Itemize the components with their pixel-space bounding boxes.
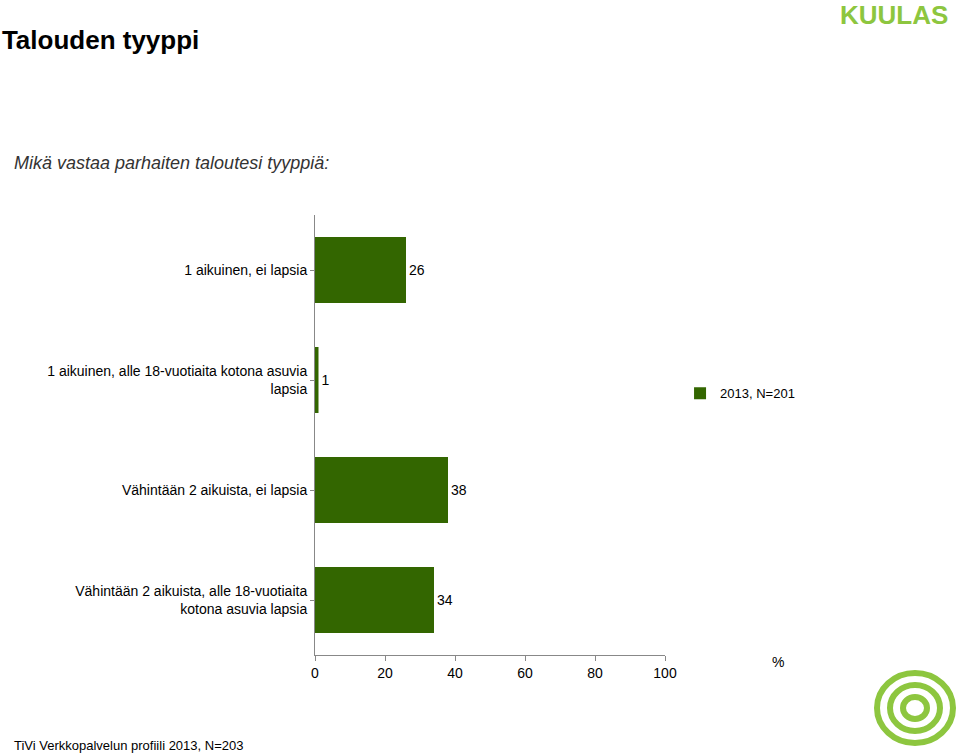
svg-text:1 aikuinen, alle 18-vuotiaita: 1 aikuinen, alle 18-vuotiaita kotona asu… — [47, 363, 307, 397]
svg-text:Vähintään 2 aikuista, ei lapsi: Vähintään 2 aikuista, ei lapsia — [122, 482, 307, 498]
svg-text:40: 40 — [447, 665, 463, 681]
svg-text:Mikä vastaa parhaiten taloutes: Mikä vastaa parhaiten taloutesi tyyppiä: — [14, 153, 329, 173]
svg-text:KUULAS: KUULAS — [840, 0, 948, 30]
svg-text:20: 20 — [377, 665, 393, 681]
svg-text:60: 60 — [517, 665, 533, 681]
svg-text:2013, N=201: 2013, N=201 — [720, 386, 795, 401]
svg-text:0: 0 — [311, 665, 319, 681]
svg-text:100: 100 — [653, 665, 677, 681]
svg-text:Vähintään 2 aikuista, alle 18-: Vähintään 2 aikuista, alle 18-vuotiaitak… — [75, 583, 307, 617]
svg-text:1 aikuinen, ei lapsia: 1 aikuinen, ei lapsia — [184, 262, 307, 278]
svg-text:38: 38 — [451, 482, 467, 498]
svg-text:80: 80 — [587, 665, 603, 681]
svg-text:1: 1 — [322, 372, 330, 388]
svg-text:TiVi Verkkopalvelun profiili 2: TiVi Verkkopalvelun profiili 2013, N=203 — [14, 738, 243, 753]
svg-text:Talouden tyyppi: Talouden tyyppi — [2, 25, 199, 55]
svg-text:%: % — [772, 654, 784, 670]
svg-text:34: 34 — [437, 592, 453, 608]
svg-text:26: 26 — [409, 262, 425, 278]
